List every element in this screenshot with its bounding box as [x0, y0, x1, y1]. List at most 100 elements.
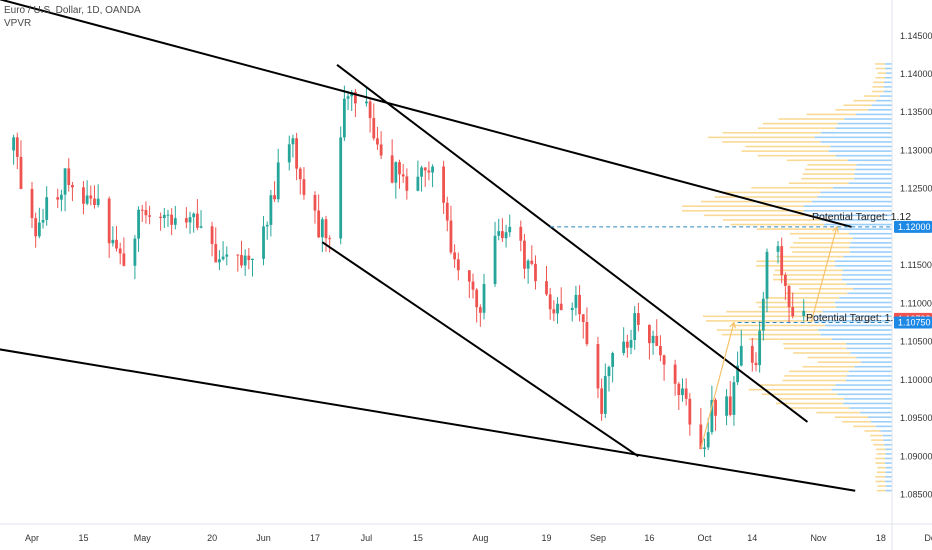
candle-body [291, 138, 295, 145]
price-axis[interactable]: 1.14500 1.14000 1.13500 1.13000 1.12500 1.120… [900, 31, 932, 500]
projection-arrow [810, 226, 838, 323]
candle-body [144, 209, 148, 216]
time-axis[interactable]: Apr 15 May 20 Jun 17 Jul 15 Aug 19 Sep 16 Oct 14 Nov 18… [25, 533, 932, 543]
candle-body [519, 226, 523, 241]
volume-bar [789, 232, 850, 235]
candle-body [328, 238, 332, 240]
candle-body [317, 210, 321, 238]
volume-bar [835, 260, 892, 263]
candle-body [71, 184, 74, 188]
price-tick-label: 1.12500 [900, 184, 932, 194]
volume-bar [707, 136, 815, 139]
candle-body [63, 168, 67, 195]
candle-body [739, 345, 743, 366]
volume-bar [856, 113, 892, 116]
volume-bar [877, 72, 886, 74]
volume-bar [870, 434, 883, 437]
candle-body [523, 240, 526, 269]
candle-body [405, 176, 409, 191]
volume-bar [852, 237, 892, 240]
candle-body [262, 226, 265, 259]
volume-profile [682, 63, 892, 492]
candle-body [736, 365, 739, 383]
volume-bar [714, 196, 818, 198]
candle-body [574, 294, 578, 308]
volume-bar [877, 485, 886, 487]
price-tick-label: 1.09500 [900, 413, 932, 423]
volume-bar [873, 81, 885, 84]
candle-body [442, 166, 445, 203]
volume-bar [748, 388, 832, 391]
candle-body [545, 281, 548, 295]
volume-bar [757, 384, 836, 386]
indicator-label[interactable]: VPVR [4, 18, 32, 29]
volume-bar [876, 448, 886, 451]
volume-bar [830, 145, 892, 148]
volume-bar [884, 457, 892, 460]
candle-body [648, 324, 651, 344]
volume-bar [785, 292, 848, 295]
volume-bar [722, 219, 822, 221]
volume-bar [871, 420, 892, 423]
candle-body [761, 298, 765, 331]
volume-bar [877, 466, 886, 469]
volume-bar [883, 439, 892, 441]
volume-bar [793, 242, 851, 244]
volume-bar [802, 173, 855, 175]
volume-bar [876, 471, 886, 474]
volume-bar [875, 457, 885, 460]
volume-bar [758, 306, 836, 308]
volume-bar [835, 127, 892, 129]
candle-body [320, 219, 324, 238]
price-tick-label: 1.08500 [900, 490, 932, 500]
volume-bar [846, 379, 892, 382]
candle-body [82, 187, 85, 204]
volume-bar [784, 375, 847, 377]
volume-bar [835, 109, 869, 111]
volume-bar [885, 453, 892, 455]
time-tick-label: 15 [413, 533, 423, 543]
volume-bar [789, 246, 850, 249]
volume-bar [847, 159, 892, 162]
volume-bar [849, 407, 892, 409]
candle-body [710, 399, 714, 433]
target-price-tag-2-text: 1.10750 [898, 318, 931, 328]
time-tick-label: 20 [207, 533, 217, 543]
volume-bar [806, 113, 857, 116]
trendlines [0, 0, 856, 492]
volume-bar [813, 214, 892, 217]
trendline [0, 348, 856, 492]
candle-body [89, 195, 93, 199]
candle-body [581, 314, 585, 323]
candle-body [416, 176, 420, 191]
candle-body [780, 246, 784, 276]
time-tick-label: Nov [810, 533, 827, 543]
volume-bar [883, 86, 892, 88]
volume-bar [757, 127, 836, 129]
candle-body [431, 166, 434, 173]
candle-body [636, 313, 640, 325]
projection-arrow [700, 322, 735, 449]
volume-bar [722, 141, 821, 143]
trendline [321, 241, 639, 458]
candle-body [501, 231, 504, 239]
candle-body [339, 137, 343, 239]
symbol-title[interactable]: Euro / U.S. Dollar, 1D, OANDA [4, 5, 141, 16]
volume-bar [853, 177, 892, 180]
candle-body [140, 209, 144, 211]
time-tick-label: 15 [78, 533, 88, 543]
volume-bar [751, 187, 833, 189]
time-tick-label: 14 [747, 533, 757, 543]
price-tick-label: 1.14500 [900, 31, 932, 41]
volume-bar [835, 306, 892, 308]
volume-bar [790, 407, 850, 409]
candle-body [471, 281, 475, 290]
candle-body [791, 307, 795, 317]
price-tick-label: 1.13500 [900, 107, 932, 117]
candle-body [188, 217, 192, 223]
volume-bar [884, 81, 892, 84]
candle-body [313, 194, 317, 211]
price-tick-label: 1.13000 [900, 145, 932, 155]
candle-body [596, 344, 600, 389]
